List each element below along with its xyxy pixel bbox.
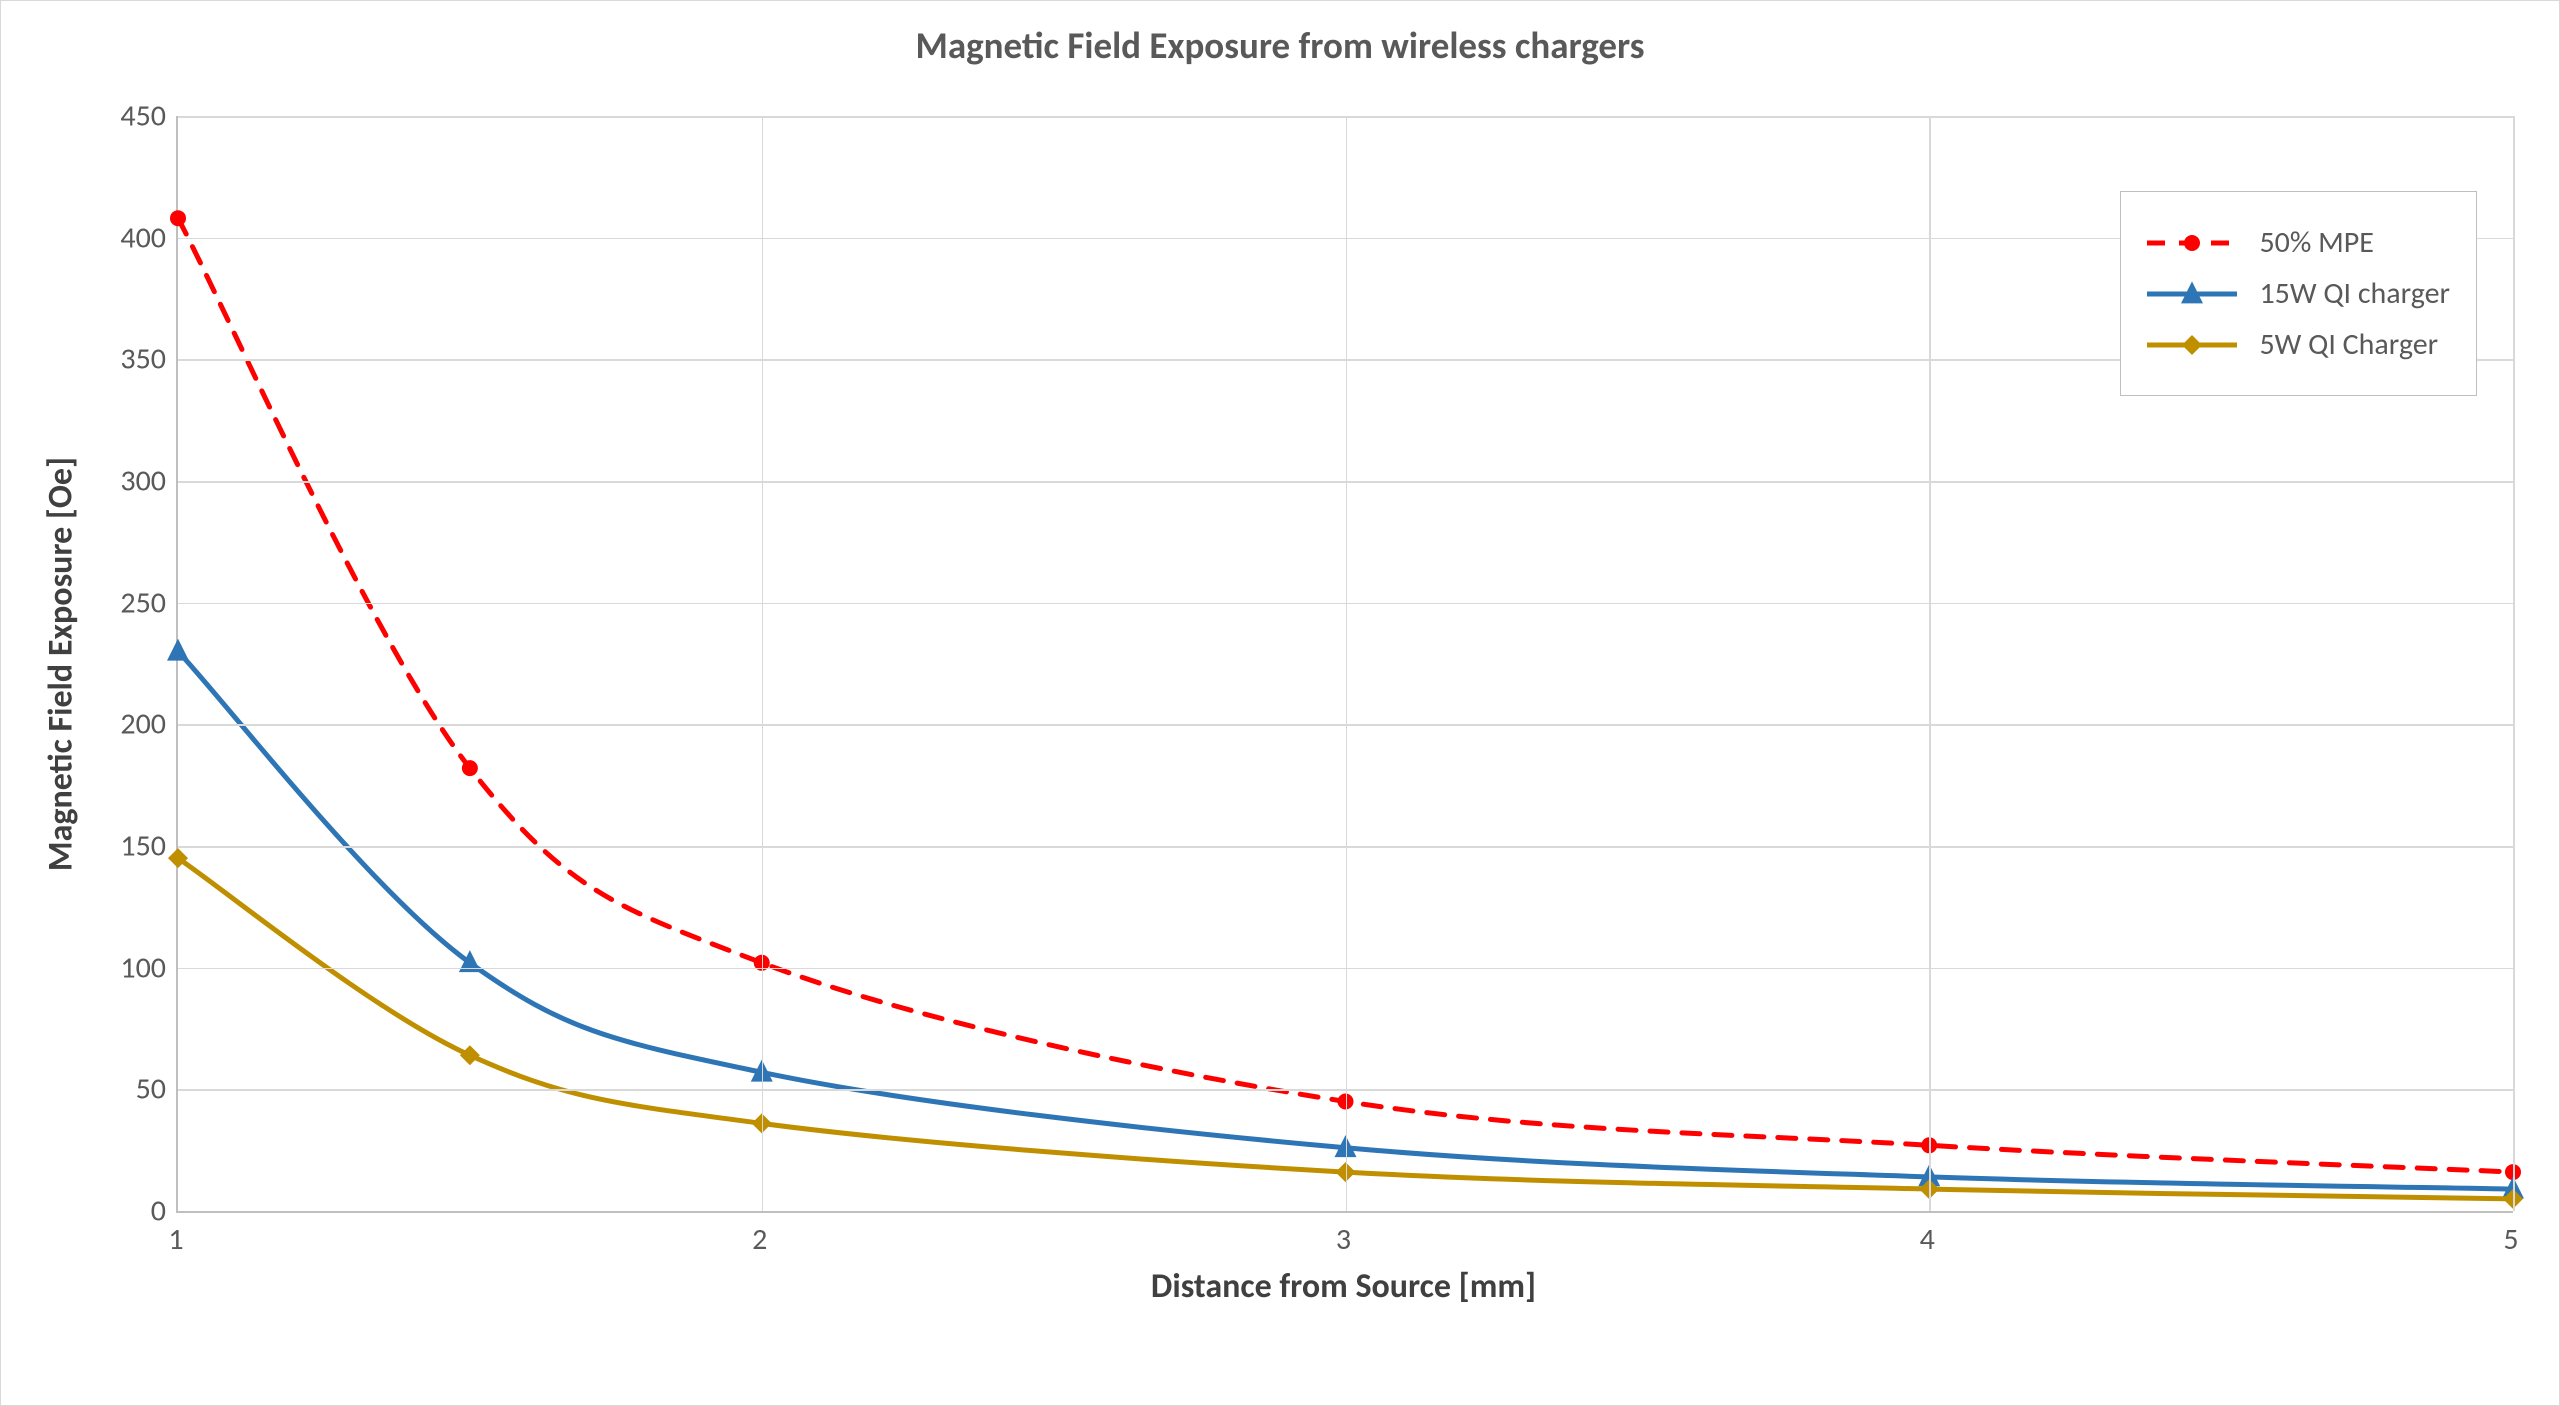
legend: 50% MPE 15W QI charger 5W QI Charger — [2120, 191, 2477, 396]
chart-container: Magnetic Field Exposure from wireless ch… — [0, 0, 2560, 1406]
x-tick-label: 5 — [2503, 1221, 2518, 1258]
legend-item-mpe50: 50% MPE — [2147, 224, 2450, 261]
chart-title: Magnetic Field Exposure from wireless ch… — [1, 23, 2559, 68]
y-tick-label: 0 — [96, 1193, 166, 1230]
legend-label: 15W QI charger — [2259, 275, 2450, 312]
y-axis-label: Magnetic Field Exposure [Oe] — [41, 456, 82, 870]
y-tick-label: 200 — [96, 706, 166, 743]
y-tick-label: 100 — [96, 949, 166, 986]
x-tick-label: 2 — [752, 1221, 767, 1258]
y-tick-label: 150 — [96, 828, 166, 865]
y-tick-label: 450 — [96, 98, 166, 135]
series-marker-mpe50 — [462, 760, 478, 776]
legend-swatch — [2147, 228, 2237, 258]
gridline-vertical — [2513, 116, 2515, 1211]
legend-swatch — [2147, 279, 2237, 309]
x-tick-label: 1 — [168, 1221, 183, 1258]
gridline-vertical — [1929, 116, 1931, 1211]
legend-label: 50% MPE — [2259, 224, 2373, 261]
legend-label: 5W QI Charger — [2259, 326, 2438, 363]
gridline-vertical — [762, 116, 764, 1211]
legend-item-qi5w: 5W QI Charger — [2147, 326, 2450, 363]
series-marker-qi15w — [167, 639, 189, 661]
y-tick-label: 300 — [96, 463, 166, 500]
x-tick-label: 3 — [1336, 1221, 1351, 1258]
gridline-vertical — [1346, 116, 1348, 1211]
series-marker-qi5w — [460, 1045, 480, 1065]
x-tick-label: 4 — [1920, 1221, 1935, 1258]
y-tick-label: 400 — [96, 219, 166, 256]
legend-swatch — [2147, 330, 2237, 360]
y-tick-label: 350 — [96, 341, 166, 378]
legend-item-qi15w: 15W QI charger — [2147, 275, 2450, 312]
y-tick-label: 50 — [96, 1071, 166, 1108]
series-marker-mpe50 — [170, 210, 186, 226]
y-tick-label: 250 — [96, 584, 166, 621]
x-axis-label: Distance from Source [mm] — [1151, 1266, 1536, 1307]
